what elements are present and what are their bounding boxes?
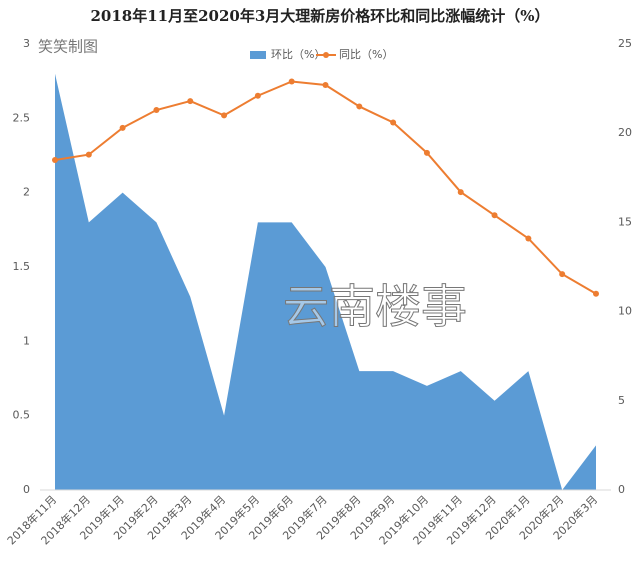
line-marker <box>491 212 498 219</box>
line-marker <box>593 290 599 297</box>
watermark: 云南楼事 <box>283 280 467 334</box>
y-tick-label: 3 <box>23 37 30 50</box>
line-marker <box>221 112 228 119</box>
line-marker <box>153 107 160 114</box>
chart-title: 2018年11月至2020年3月大理新房价格环比和同比涨幅统计（%） <box>90 7 549 25</box>
line-marker <box>254 92 261 99</box>
y2-tick-label: 20 <box>618 126 632 139</box>
y2-tick-label: 25 <box>618 37 632 50</box>
y2-tick-label: 5 <box>618 394 625 407</box>
y-tick-label: 2 <box>23 186 30 199</box>
y-tick-label: 0.5 <box>13 409 31 422</box>
line-marker <box>85 151 92 158</box>
y-tick-label: 1 <box>23 334 30 347</box>
line-marker <box>423 149 430 156</box>
line-marker <box>390 119 397 126</box>
line-marker <box>187 98 194 105</box>
line-marker <box>559 271 566 278</box>
y-tick-label: 1.5 <box>13 260 31 273</box>
line-marker <box>356 103 363 110</box>
y2-tick-label: 10 <box>618 305 632 318</box>
line-marker <box>119 124 126 131</box>
line-marker <box>525 235 532 242</box>
y-tick-label: 0 <box>23 483 30 496</box>
line-marker <box>52 156 58 163</box>
line-marker <box>288 78 295 85</box>
signature: 笑笑制图 <box>38 38 98 56</box>
legend-label: 同比（%） <box>339 48 393 61</box>
area <box>55 73 596 490</box>
line-marker <box>457 189 464 196</box>
y2-tick-label: 0 <box>618 483 625 496</box>
legend-swatch <box>323 52 329 58</box>
y2-tick-label: 15 <box>618 215 632 228</box>
line-marker <box>322 82 329 89</box>
legend-swatch <box>250 51 266 59</box>
y-tick-label: 2.5 <box>13 111 31 124</box>
legend-label: 环比（%） <box>271 48 325 61</box>
